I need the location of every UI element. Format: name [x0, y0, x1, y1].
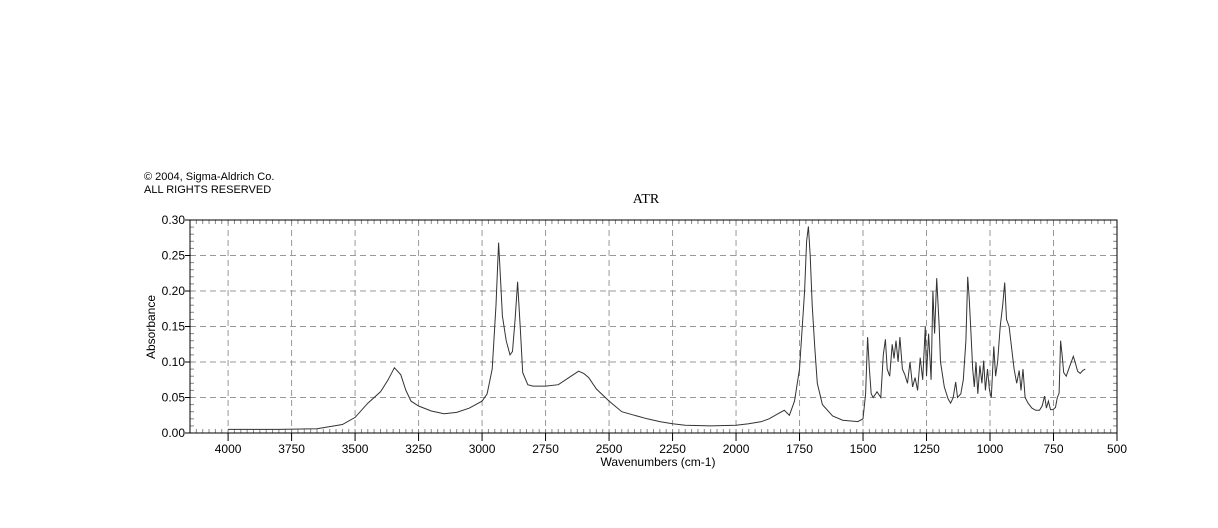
y-tick-label: 0.20 — [162, 284, 186, 298]
x-tick-label: 1250 — [913, 442, 940, 456]
y-tick-label: 0.15 — [162, 320, 186, 334]
x-tick-label: 3750 — [278, 442, 305, 456]
x-tick-label: 2000 — [723, 442, 750, 456]
x-axis-ticks: 4000 3750 3500 3250 3000 2750 2500 2250 2000 1750… — [215, 433, 1127, 456]
minor-ticks — [189, 219, 1118, 434]
x-tick-label: 1500 — [850, 442, 877, 456]
plot-frame — [189, 219, 1118, 434]
grid-lines — [190, 220, 1117, 433]
copyright-line-1: © 2004, Sigma-Aldrich Co. — [144, 171, 275, 183]
x-tick-label: 1000 — [977, 442, 1004, 456]
y-axis-label: Absorbance — [144, 295, 158, 359]
y-tick-label: 0.05 — [162, 391, 186, 405]
x-tick-label: 2250 — [659, 442, 686, 456]
x-tick-label: 3000 — [469, 442, 496, 456]
x-tick-label: 2750 — [532, 442, 559, 456]
x-tick-label: 2500 — [596, 442, 623, 456]
copyright-line-2: ALL RIGHTS RESERVED — [144, 184, 272, 196]
x-tick-label: 3500 — [342, 442, 369, 456]
x-tick-label: 3250 — [405, 442, 432, 456]
x-tick-label: 4000 — [215, 442, 242, 456]
y-tick-label: 0.30 — [162, 213, 186, 227]
y-tick-label: 0.25 — [162, 249, 186, 263]
x-axis-label: Wavenumbers (cm-1) — [601, 455, 716, 469]
x-tick-label: 500 — [1107, 442, 1127, 456]
x-tick-label: 1750 — [786, 442, 813, 456]
y-axis-ticks: 0.00 0.05 0.10 0.15 0.20 0.25 0.30 — [162, 213, 190, 440]
copyright-notice: © 2004, Sigma-Aldrich Co. ALL RIGHTS RES… — [144, 171, 274, 197]
x-tick-label: 750 — [1043, 442, 1063, 456]
y-tick-label: 0.10 — [162, 355, 186, 369]
y-tick-label: 0.00 — [162, 426, 186, 440]
chart-title: ATR — [633, 192, 660, 207]
spectrum-line — [228, 226, 1086, 430]
